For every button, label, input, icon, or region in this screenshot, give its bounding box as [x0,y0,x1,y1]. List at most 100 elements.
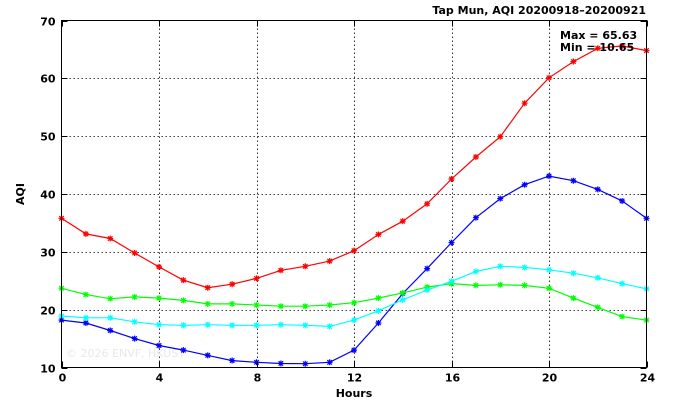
data-point [594,274,601,281]
data-point [180,297,187,304]
watermark-text: © 2026 ENVF, HKUST [66,347,185,360]
data-point [472,153,479,160]
data-point [619,280,626,287]
data-point [131,293,138,300]
x-tick-label: 4 [156,372,164,385]
y-tick-label: 60 [40,73,56,86]
data-point [351,299,357,306]
data-point [424,200,431,207]
data-point [156,295,162,302]
data-point [253,275,260,282]
x-tick-label: 24 [640,372,656,385]
chart-title: Tap Mun, AQI 20200918–20200921 [432,4,646,17]
plot-frame [61,20,647,368]
data-point [229,300,236,307]
data-point [546,74,552,81]
data-point [180,322,187,329]
grid-layer [61,20,647,368]
data-point [82,230,89,237]
data-point [424,287,431,294]
x-axis-label: Hours [336,387,373,400]
watermark-layer: © 2026 ENVF, HKUST [66,347,185,360]
data-point [375,295,382,302]
data-point [399,218,406,225]
data-point [253,302,260,309]
data-point [570,177,577,184]
data-point [546,285,552,292]
data-point [180,277,187,284]
data-point [351,317,357,324]
data-point [302,322,309,329]
data-point [277,303,284,310]
data-point [570,270,577,277]
data-point [399,296,406,303]
data-point [253,322,260,329]
data-point [107,235,114,242]
data-point [131,335,138,342]
data-point [302,360,309,367]
data-point [546,173,552,180]
data-point [375,319,382,326]
x-tick-label: 8 [254,372,262,385]
data-point [277,360,284,367]
series-0 [58,42,650,291]
x-tick-label: 12 [347,372,362,385]
data-point [521,100,528,107]
y-tick-label: 10 [40,363,56,376]
data-point [156,321,162,328]
data-point [302,303,309,310]
data-point [375,231,382,238]
data-point [619,42,626,49]
data-point [253,359,260,366]
data-point [107,327,114,334]
data-point [326,323,333,330]
data-point [472,268,479,275]
min-annotation: Min = 10.65 [560,41,634,54]
data-point [82,291,89,298]
data-point [448,239,455,246]
series-layer [58,42,650,367]
y-tick-label: 40 [40,189,56,202]
data-point [497,133,504,140]
data-point [497,281,504,288]
data-point [229,357,236,364]
y-tick-label: 50 [40,131,56,144]
series-2 [58,280,650,324]
data-point [204,284,211,291]
data-point [131,318,138,325]
data-point [229,281,236,288]
data-point [497,263,504,270]
data-point [204,352,211,359]
max-annotation: Max = 65.63 [560,29,637,42]
x-tick-label: 16 [445,372,461,385]
data-point [399,289,406,296]
data-point [180,347,187,354]
data-point [594,186,601,193]
data-point [472,214,479,221]
ticks-layer: 0 4 8 12 16 20 24 10 20 30 40 50 60 70 [40,16,655,385]
data-point [448,175,455,182]
series-1 [58,173,650,367]
data-point [448,278,455,285]
data-point [107,295,114,302]
data-point [497,195,504,202]
data-point [375,307,382,314]
data-point [619,197,626,204]
data-point [326,302,333,309]
data-point [156,342,162,349]
data-point [277,321,284,328]
data-point [521,181,528,188]
data-point [594,304,601,311]
data-point [521,282,528,289]
data-point [546,266,552,273]
data-point [326,359,333,366]
data-point [570,295,577,302]
axes-layer [61,20,647,368]
y-tick-label: 20 [40,305,56,318]
data-point [351,347,357,354]
data-point [82,314,89,321]
y-axis-label: AQI [14,183,27,205]
data-point [472,282,479,289]
data-point [204,300,211,307]
